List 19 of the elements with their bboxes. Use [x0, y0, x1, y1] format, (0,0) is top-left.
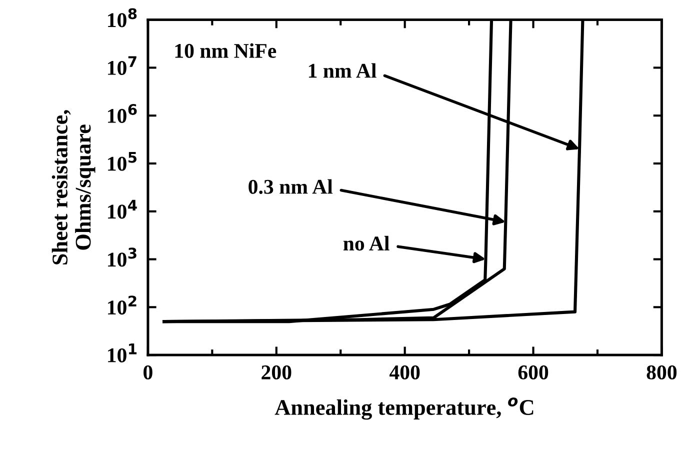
- annotation: 1 nm Al: [308, 63, 376, 78]
- y-tick-label: 10$^{7}$: [108, 56, 136, 76]
- x-tick-label: 200: [262, 365, 292, 380]
- y-tick-label: 10$^{2}$: [108, 296, 136, 315]
- y-tick-label: 10$^{8}$: [108, 8, 137, 28]
- y-tick-label: 10$^{4}$: [108, 200, 137, 219]
- x-tick-label: 400: [389, 365, 420, 380]
- y-axis-title: Sheet resistance, Ohms/square: [52, 110, 96, 264]
- annotation: no Al: [343, 236, 390, 251]
- x-tick-label: 800: [646, 365, 677, 380]
- y-tick-label: 10$^{3}$: [108, 248, 136, 267]
- x-tick-label: 600: [518, 365, 548, 380]
- x-axis-title: Annealing temperature, $^{o}$C: [274, 398, 534, 420]
- annotation: 10 nm NiFe: [175, 43, 276, 58]
- y-tick-label: 10$^{5}$: [108, 152, 137, 171]
- x-tick-label: 0: [144, 365, 152, 380]
- annotation: 0.3 nm Al: [248, 179, 333, 194]
- y-tick-label: 10$^{1}$: [108, 344, 137, 362]
- y-tick-label: 10$^{6}$: [108, 104, 137, 123]
